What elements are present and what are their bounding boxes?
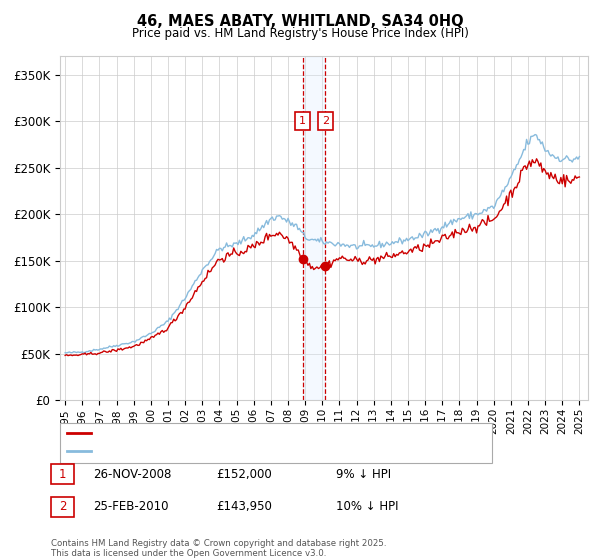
Text: 25-FEB-2010: 25-FEB-2010 [93, 500, 169, 514]
Text: HPI: Average price, detached house, Carmarthenshire: HPI: Average price, detached house, Carm… [95, 446, 389, 456]
Text: 26-NOV-2008: 26-NOV-2008 [93, 468, 172, 481]
Text: £143,950: £143,950 [216, 500, 272, 514]
Text: 46, MAES ABATY, WHITLAND, SA34 0HQ (detached house): 46, MAES ABATY, WHITLAND, SA34 0HQ (deta… [95, 428, 413, 438]
Text: 9% ↓ HPI: 9% ↓ HPI [336, 468, 391, 481]
Text: £152,000: £152,000 [216, 468, 272, 481]
Text: Price paid vs. HM Land Registry's House Price Index (HPI): Price paid vs. HM Land Registry's House … [131, 27, 469, 40]
Text: 2: 2 [322, 116, 329, 126]
Bar [304, 56, 325, 400]
Text: 1: 1 [299, 116, 306, 126]
Text: Contains HM Land Registry data © Crown copyright and database right 2025.
This d: Contains HM Land Registry data © Crown c… [51, 539, 386, 558]
Text: 10% ↓ HPI: 10% ↓ HPI [336, 500, 398, 514]
Text: 1: 1 [59, 468, 66, 481]
Text: 46, MAES ABATY, WHITLAND, SA34 0HQ: 46, MAES ABATY, WHITLAND, SA34 0HQ [137, 14, 463, 29]
Text: 2: 2 [59, 500, 66, 514]
